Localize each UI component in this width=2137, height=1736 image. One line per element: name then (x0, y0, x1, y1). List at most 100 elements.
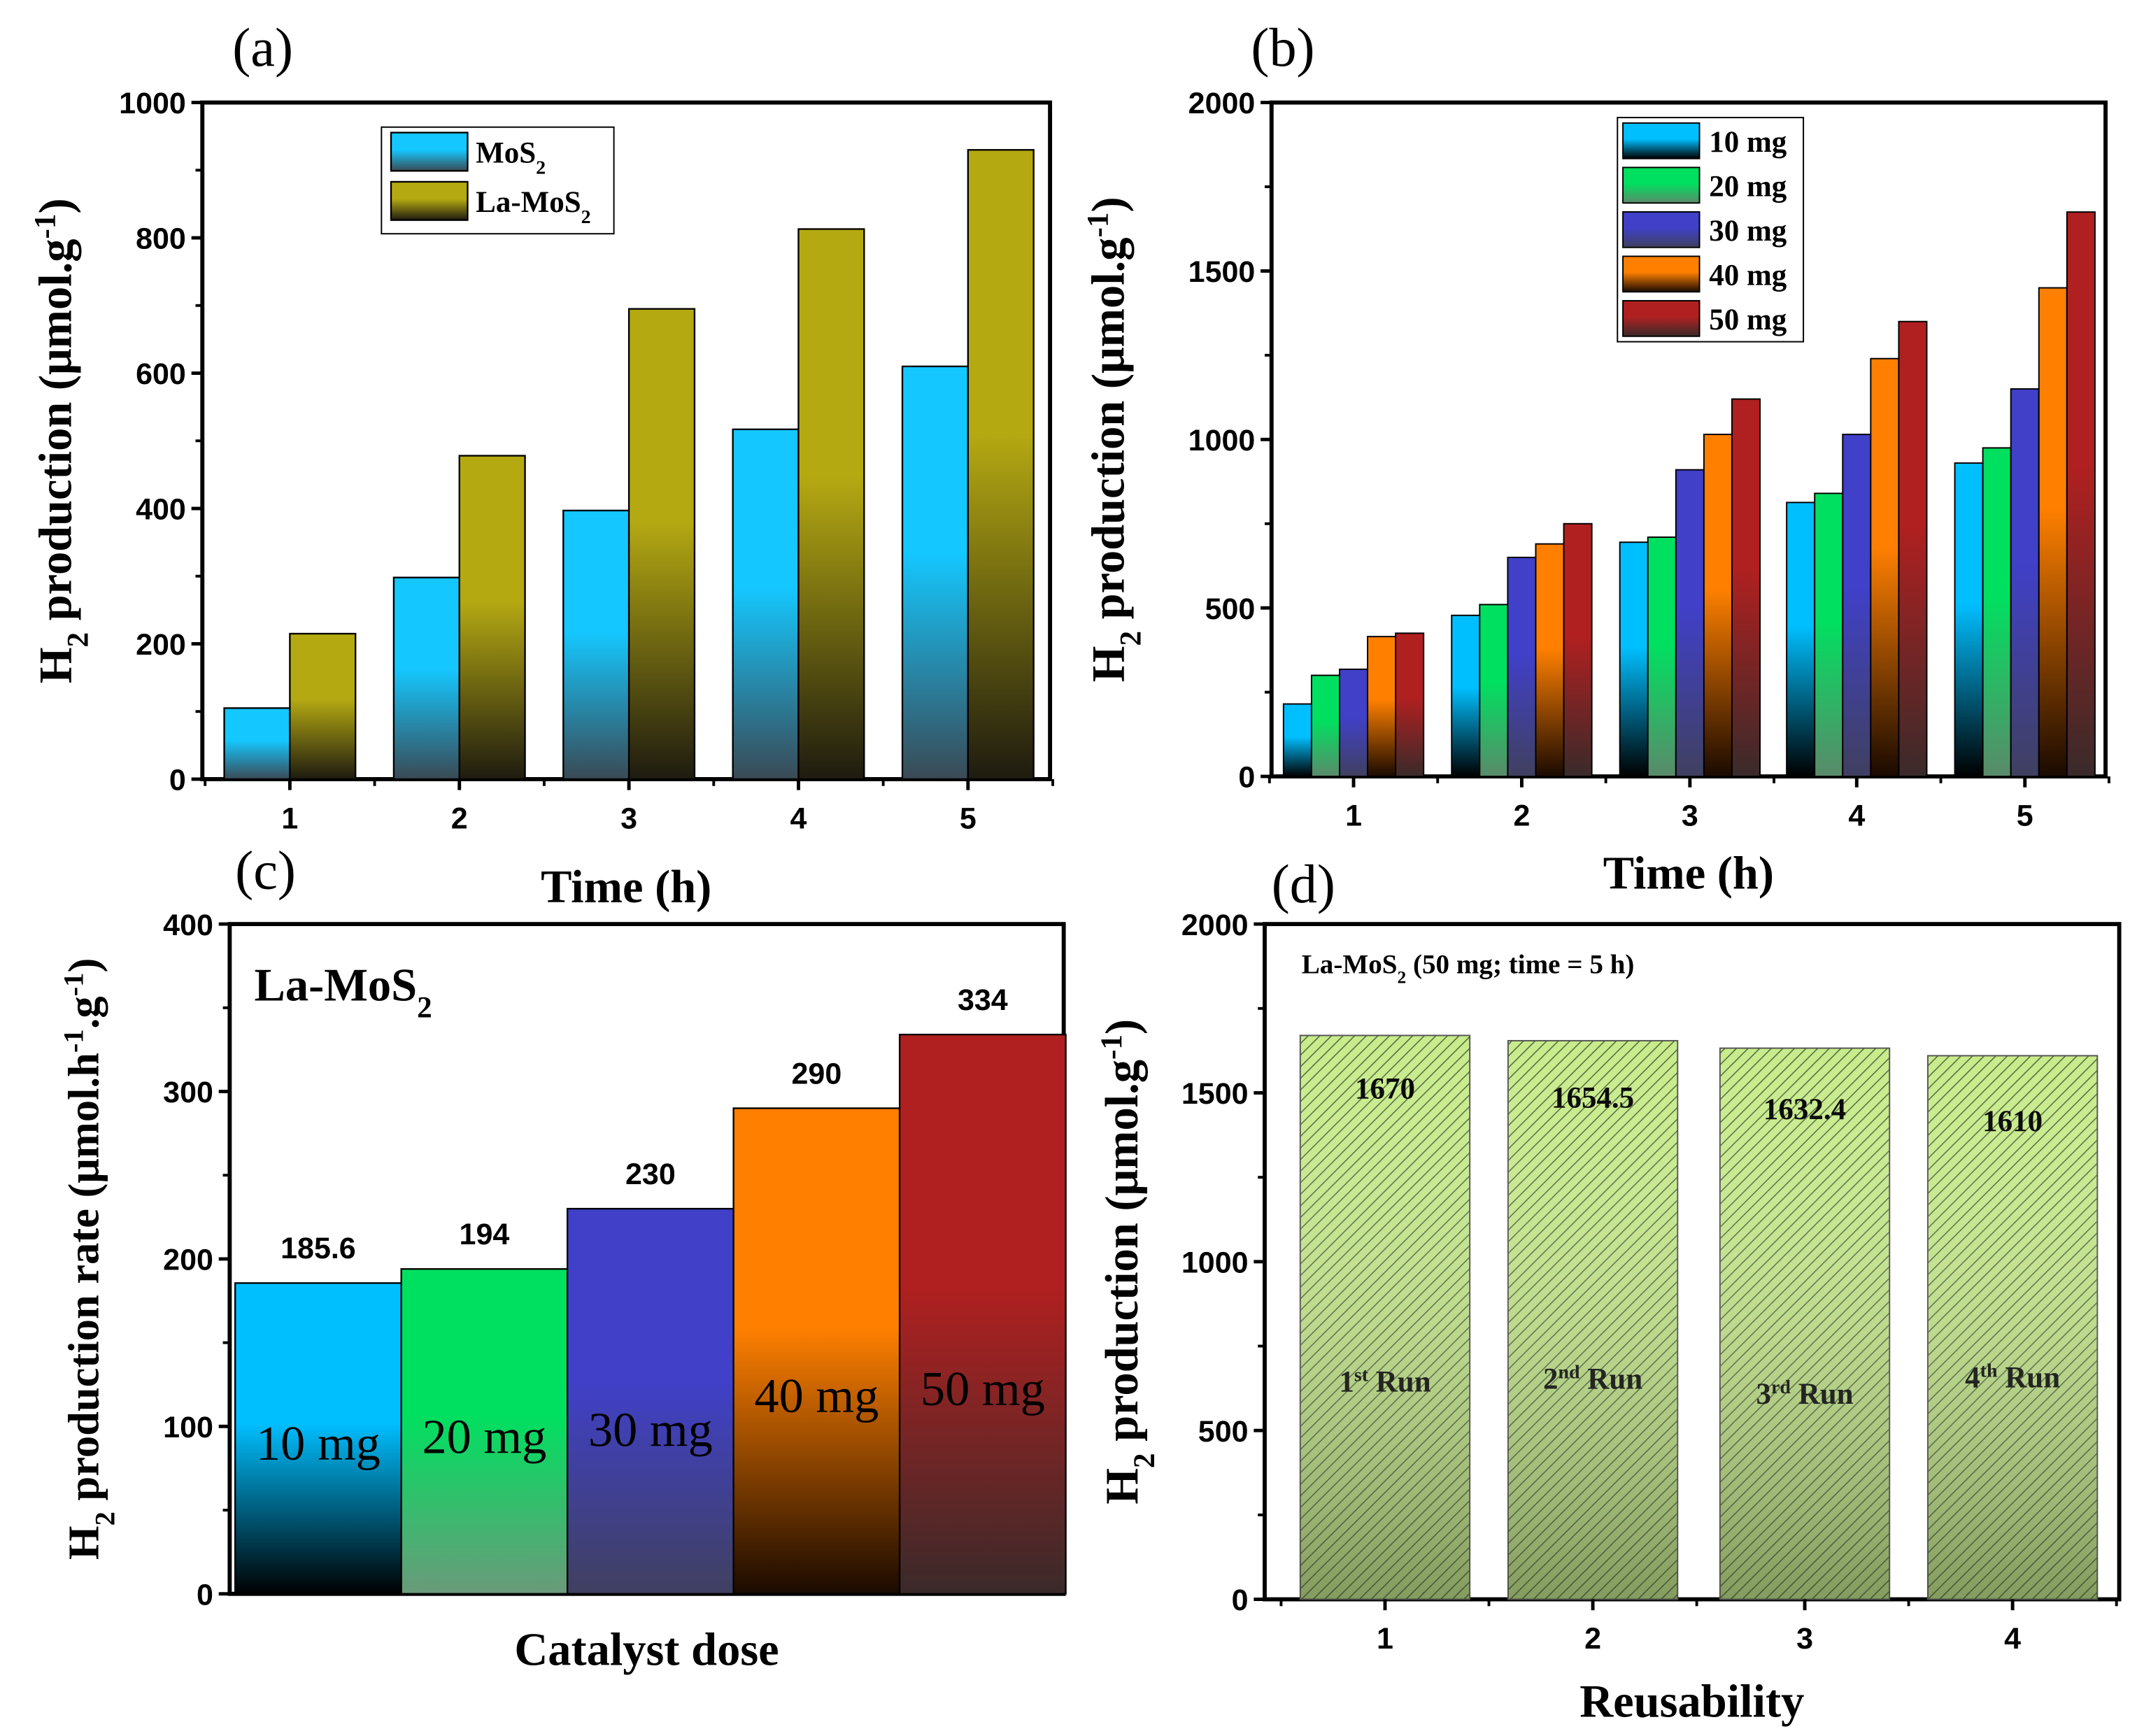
bar-30mg (2010, 388, 2040, 778)
bar-mos (562, 509, 630, 781)
chart-annotation-part: La-MoS (1302, 949, 1398, 979)
bar-10mg (1451, 614, 1481, 778)
legend-label-part: 10 mg (1709, 126, 1787, 159)
y-tick-label: 1000 (1188, 424, 1256, 457)
y-tick-label: 1000 (119, 87, 186, 120)
bar-20mg (1479, 604, 1509, 778)
data-label: 290 (792, 1057, 842, 1090)
bar-10mg (1954, 462, 1984, 778)
bar-dose (234, 1282, 402, 1595)
bar-dose (400, 1268, 569, 1595)
legend-label-part: MoS (476, 137, 536, 170)
y-axis-label-part: 2 (1128, 1453, 1161, 1468)
y-axis-label-part: .g (59, 996, 108, 1029)
legend-label: 30 mg (1709, 215, 1787, 248)
x-tick-label: 3 (1682, 799, 1698, 832)
x-axis-label: Time (h) (1603, 848, 1774, 899)
bar-mos (732, 428, 800, 781)
y-axis-label-part: 2 (89, 1511, 120, 1525)
panel-label: (a) (232, 17, 293, 78)
data-label: 334 (958, 983, 1008, 1017)
bar-50mg (1563, 522, 1593, 778)
legend-swatch (390, 131, 469, 172)
bar-50mg (2066, 211, 2096, 778)
bar-50mg (1898, 320, 1928, 778)
y-tick-label: 400 (136, 493, 186, 527)
x-tick-label: 2 (1584, 1622, 1601, 1656)
y-axis-label: H2 production (μmol.g-1) (1095, 1019, 1161, 1504)
y-axis-label: H2 production rate (μmol.h-1.g-1) (57, 958, 120, 1560)
chart-annotation-part: La-MoS (255, 960, 418, 1011)
y-axis-label-part: ) (59, 958, 108, 973)
y-axis-label: H2 production (μmol.g-1) (29, 198, 94, 683)
data-label: 230 (625, 1158, 676, 1191)
y-axis-label: H2 production (μmol.g-1) (1081, 197, 1147, 682)
y-tick-label: 500 (1198, 1415, 1249, 1449)
bar-la-mos (797, 228, 865, 781)
bar-shading (1927, 1055, 2098, 1600)
legend-label: La-MoS2 (476, 186, 590, 227)
bar-30mg (1842, 434, 1872, 778)
legend-swatch (1622, 255, 1701, 293)
bar-mos (392, 576, 460, 781)
bar-20mg (1647, 536, 1677, 778)
y-tick-label: 600 (136, 357, 186, 391)
legend-label: MoS2 (476, 137, 546, 178)
y-tick-label: 400 (163, 909, 213, 942)
data-label: 185.6 (281, 1232, 356, 1265)
y-tick-label: 200 (163, 1244, 213, 1277)
legend-label-part: 20 mg (1709, 170, 1787, 203)
y-tick-label: 0 (169, 764, 186, 797)
y-axis-label-part: -1 (1095, 1034, 1128, 1060)
bar-10mg (1786, 501, 1816, 778)
bar-20mg (1310, 674, 1340, 778)
y-tick-label: 0 (1238, 761, 1255, 795)
x-axis-label-part: Reusability (1579, 1677, 1804, 1728)
bar-mos (901, 365, 970, 781)
panel-label: (d) (1272, 853, 1335, 914)
bar-40mg (2038, 287, 2068, 778)
y-axis-label-part: H (1097, 1468, 1148, 1504)
y-axis-label-part: -1 (29, 213, 62, 239)
bar-category-label: 10 mg (256, 1416, 381, 1471)
bar-la-mos (627, 308, 696, 781)
x-tick-label: 4 (1848, 799, 1865, 832)
legend-label-part: 40 mg (1709, 259, 1787, 292)
x-tick-label: 3 (1796, 1622, 1813, 1656)
bar-shading (1507, 1040, 1678, 1600)
x-tick-label: 3 (620, 802, 637, 835)
bar-category-label: 40 mg (754, 1369, 879, 1423)
legend-swatch (1622, 122, 1701, 159)
x-tick-label: 2 (451, 802, 468, 835)
legend-swatch (390, 180, 469, 221)
bar-dose (566, 1207, 734, 1595)
y-axis-label-part: H (59, 1526, 108, 1560)
chart-annotation: La-MoS2 (50 mg; time = 5 h) (1302, 949, 1635, 987)
bar-dose (732, 1107, 901, 1595)
bar-shading (1719, 1048, 1890, 1600)
x-axis-label-part: Time (h) (541, 862, 711, 913)
y-tick-label: 1500 (1181, 1077, 1249, 1111)
x-axis-label: Time (h) (541, 862, 711, 913)
chart-annotation-part: 2 (417, 991, 432, 1024)
data-label: 194 (460, 1218, 510, 1251)
x-tick-label: 4 (2004, 1622, 2021, 1656)
bar-mos (223, 707, 291, 781)
bar-30mg (1507, 556, 1537, 778)
y-tick-label: 1500 (1188, 255, 1256, 289)
legend-label-part: 30 mg (1709, 215, 1787, 248)
y-axis-label-part: H (1084, 646, 1135, 683)
x-axis-label-part: Time (h) (1603, 848, 1774, 899)
y-tick-label: 2000 (1188, 87, 1256, 120)
x-axis-label-part: Catalyst dose (514, 1624, 779, 1675)
panel-label: (c) (235, 839, 296, 900)
bar-dose (898, 1033, 1067, 1595)
x-tick-label: 2 (1513, 799, 1530, 832)
y-tick-label: 500 (1205, 592, 1256, 626)
bar-30mg (1339, 668, 1369, 778)
y-axis-label-part: 2 (62, 632, 94, 648)
y-axis-label-part: 2 (1114, 631, 1147, 646)
x-tick-label: 1 (1345, 799, 1362, 832)
bar-category-label: 30 mg (588, 1403, 713, 1458)
